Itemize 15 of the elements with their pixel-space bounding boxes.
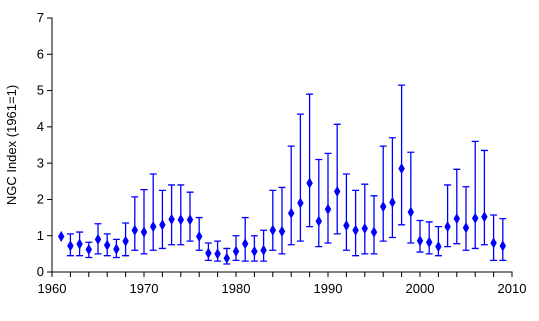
x-tick-label: 1990 (314, 281, 342, 296)
y-tick-label: 5 (36, 82, 44, 98)
y-tick-label: 0 (36, 264, 44, 280)
y-tick-label: 4 (36, 119, 44, 134)
y-tick-label: 1 (36, 228, 44, 243)
x-tick-label: 1980 (222, 281, 250, 296)
x-tick-label: 2010 (498, 281, 526, 296)
y-tick-label: 7 (36, 10, 44, 26)
x-tick-label: 1960 (38, 281, 66, 296)
y-tick-label: 3 (36, 155, 44, 170)
y-tick-label: 6 (36, 46, 44, 62)
y-tick-label: 2 (36, 192, 44, 207)
x-tick-label: 1970 (130, 281, 158, 296)
y-axis-title: NGC Index (1961=1) (4, 84, 19, 206)
x-tick-label: 2000 (406, 281, 434, 296)
